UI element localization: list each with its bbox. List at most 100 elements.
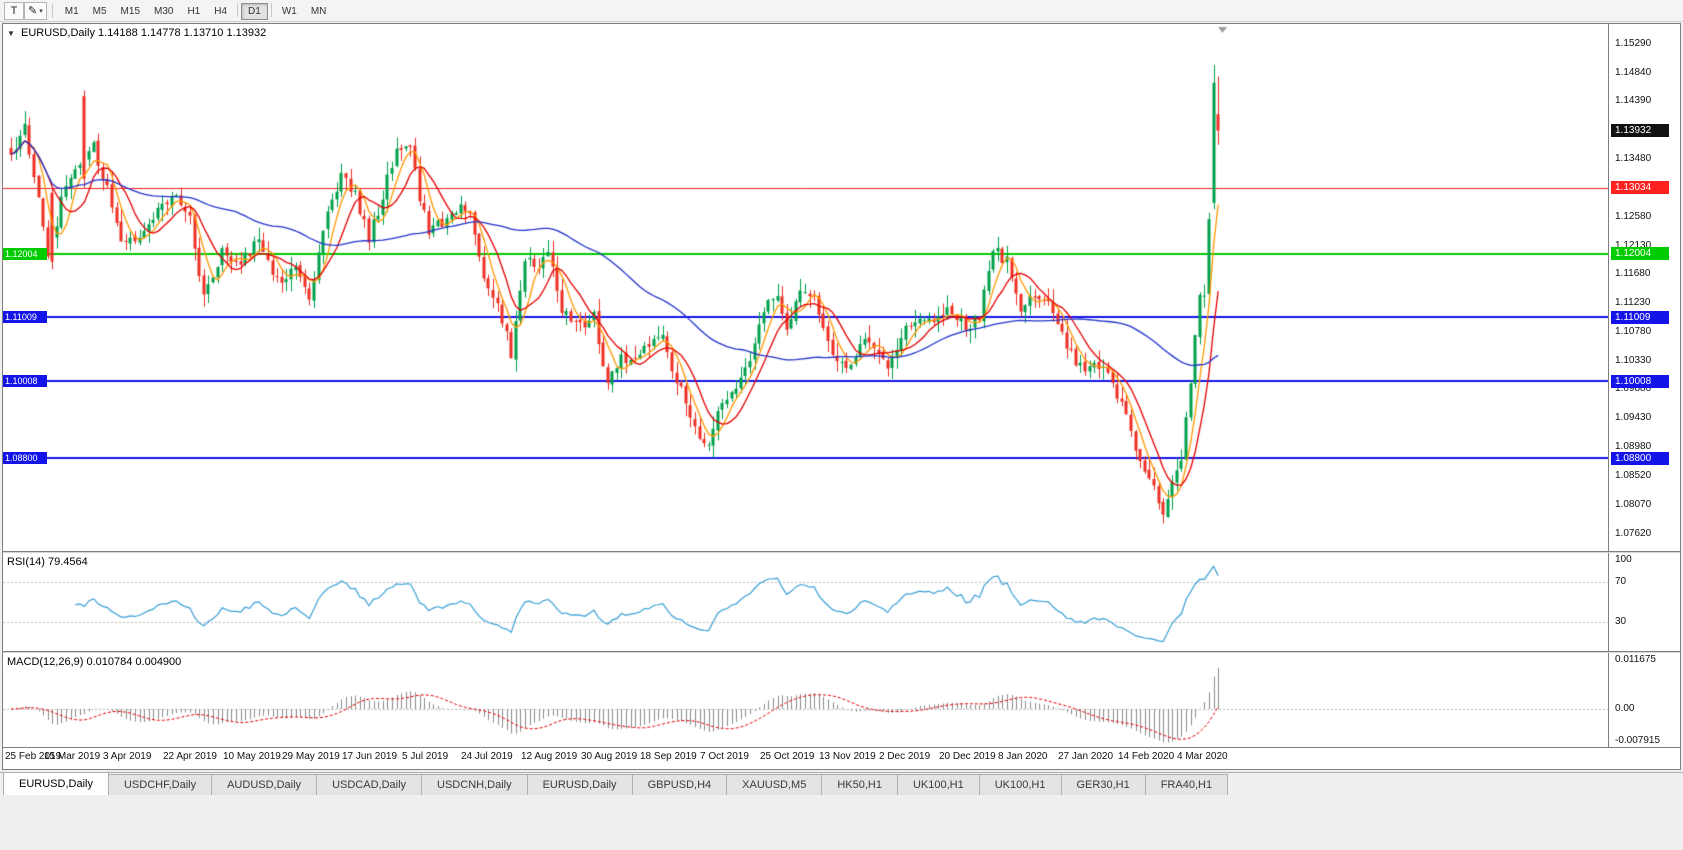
- dropdown-caret-icon: ▾: [39, 7, 43, 15]
- macd-axis-tick: 0.00: [1615, 703, 1635, 714]
- toolbar: T ✎ ▾ M1 M5 M15 M30 H1 H4 D1 W1 MN: [0, 0, 1683, 22]
- chart-tab-fra40-h1-12[interactable]: FRA40,H1: [1144, 774, 1229, 795]
- chart-tab-gbpusd-h4-6[interactable]: GBPUSD,H4: [631, 774, 728, 795]
- panel-splitter[interactable]: [3, 551, 1680, 553]
- date-label: 13 Nov 2019: [819, 751, 876, 762]
- macd-label: MACD(12,26,9) 0.010784 0.004900: [7, 656, 182, 668]
- timeframe-button-h4[interactable]: H4: [207, 3, 234, 20]
- chart-tab-eurusd-daily-5[interactable]: EURUSD,Daily: [526, 774, 633, 795]
- tool-button-group: T ✎ ▾: [4, 1, 47, 20]
- hline-left-badge: 1.11009: [3, 311, 47, 323]
- timeframe-button-m1[interactable]: M1: [58, 3, 86, 20]
- chart-tab-usdcnh-daily-4[interactable]: USDCNH,Daily: [421, 774, 528, 795]
- date-label: 2 Dec 2019: [879, 751, 931, 762]
- timeframe-button-m5[interactable]: M5: [86, 3, 114, 20]
- hline-left-badge: 1.10008: [3, 375, 47, 387]
- time-axis-line: [3, 747, 1680, 748]
- price-axis-tick: 1.11680: [1615, 268, 1651, 279]
- rsi-axis-tick: 100: [1615, 554, 1632, 565]
- date-label: 5 Jul 2019: [402, 751, 449, 762]
- timeframe-button-mn[interactable]: MN: [304, 3, 334, 20]
- rsi-axis-tick: 30: [1615, 616, 1627, 627]
- symbol-label: EURUSD,Daily: [20, 27, 95, 39]
- price-axis-tick: 1.09880: [1615, 383, 1652, 394]
- timeframe-button-h1[interactable]: H1: [180, 3, 207, 20]
- ohlc-values: 1.14188 1.14778 1.13710 1.13932: [98, 27, 267, 39]
- hline-left-badge: 1.08800: [3, 452, 47, 464]
- price-axis-tick: 1.08520: [1615, 470, 1652, 481]
- price-axis-tick: 1.08980: [1615, 441, 1652, 452]
- price-axis-tick: 1.09430: [1615, 412, 1652, 423]
- date-label: 15 Mar 2019: [44, 751, 101, 762]
- macd-axis-tick: 0.011675: [1615, 654, 1656, 665]
- chart-tab-bar: EURUSD,Daily USDCHF,Daily AUDUSD,Daily USDC…: [0, 772, 1683, 795]
- price-axis-tick: 1.13480: [1615, 153, 1652, 164]
- quote-collapse-icon: ▼: [7, 29, 15, 38]
- timeframe-button-m30[interactable]: M30: [147, 3, 180, 20]
- chart-tab-uk100-h1-10[interactable]: UK100,H1: [978, 774, 1062, 795]
- chart-window: ▼ EURUSD,Daily 1.14188 1.14778 1.13710 1…: [2, 23, 1681, 770]
- hline-left-badge: 1.12004: [3, 248, 47, 260]
- date-label: 30 Aug 2019: [581, 751, 638, 762]
- price-axis-tick: 1.10780: [1615, 326, 1652, 337]
- date-label: 22 Apr 2019: [163, 751, 217, 762]
- timeframe-button-m15[interactable]: M15: [114, 3, 147, 20]
- price-axis-tick: 1.08070: [1615, 499, 1652, 510]
- hline-price-badge: 1.12004: [1611, 247, 1669, 260]
- price-axis-tick: 1.14840: [1615, 67, 1652, 78]
- price-chart-canvas[interactable]: [3, 24, 1608, 551]
- chart-tab-usdcad-daily-3[interactable]: USDCAD,Daily: [316, 774, 423, 795]
- date-label: 20 Dec 2019: [939, 751, 996, 762]
- drawing-tool-button[interactable]: ✎ ▾: [24, 1, 47, 20]
- chart-tab-eurusd-daily-0[interactable]: EURUSD,Daily: [3, 772, 109, 795]
- date-label: 10 May 2019: [223, 751, 281, 762]
- rsi-canvas[interactable]: [3, 553, 1608, 651]
- date-label: 25 Feb 2019: [5, 751, 62, 762]
- price-axis-tick: 1.10330: [1615, 355, 1652, 366]
- date-label: 7 Oct 2019: [700, 751, 749, 762]
- price-axis-tick: 1.11230: [1615, 297, 1651, 308]
- drawing-tool-icon: ✎: [28, 5, 38, 17]
- symbol-ohlc-label: ▼ EURUSD,Daily 1.14188 1.14778 1.13710 1…: [7, 27, 266, 39]
- hline-price-badge: 1.08800: [1611, 452, 1669, 465]
- price-axis-line: [1608, 24, 1609, 748]
- date-label: 17 Jun 2019: [342, 751, 398, 762]
- chart-tab-usdchf-daily-1[interactable]: USDCHF,Daily: [107, 774, 213, 795]
- date-label: 3 Apr 2019: [103, 751, 152, 762]
- toolbar-separator: [237, 2, 239, 17]
- macd-axis-tick: -0.007915: [1615, 735, 1661, 746]
- chart-tab-ger30-h1-11[interactable]: GER30,H1: [1060, 774, 1146, 795]
- price-axis-tick: 1.15290: [1615, 38, 1652, 49]
- text-tool-button[interactable]: T: [4, 2, 24, 20]
- chart-tab-uk100-h1-9[interactable]: UK100,H1: [896, 774, 980, 795]
- hline-price-badge: 1.13034: [1611, 181, 1669, 194]
- date-label: 24 Jul 2019: [461, 751, 513, 762]
- rsi-label: RSI(14) 79.4564: [7, 556, 88, 568]
- price-axis-tick: 1.12580: [1615, 211, 1652, 222]
- date-label: 12 Aug 2019: [521, 751, 578, 762]
- rsi-axis-tick: 70: [1615, 576, 1627, 587]
- price-axis-tick: 1.14390: [1615, 95, 1652, 106]
- hline-price-badge: 1.11009: [1611, 311, 1669, 324]
- date-label: 18 Sep 2019: [640, 751, 697, 762]
- timeframe-button-d1[interactable]: D1: [241, 3, 268, 20]
- timeframe-group: M1 M5 M15 M30 H1 H4 D1 W1 MN: [58, 1, 334, 20]
- date-label: 29 May 2019: [282, 751, 340, 762]
- date-label: 14 Feb 2020: [1118, 751, 1175, 762]
- hline-price-badge: 1.10008: [1611, 375, 1669, 388]
- price-axis-tick: 1.12130: [1615, 240, 1652, 251]
- chart-tab-audusd-daily-2[interactable]: AUDUSD,Daily: [211, 774, 318, 795]
- date-label: 8 Jan 2020: [998, 751, 1048, 762]
- toolbar-separator: [270, 2, 272, 17]
- date-label: 27 Jan 2020: [1058, 751, 1114, 762]
- chart-tab-xauusd-m5-7[interactable]: XAUUSD,M5: [726, 774, 823, 795]
- chart-tab-hk50-h1-8[interactable]: HK50,H1: [821, 774, 898, 795]
- macd-canvas[interactable]: [3, 653, 1608, 747]
- chart-area: ▼ EURUSD,Daily 1.14188 1.14778 1.13710 1…: [3, 24, 1680, 769]
- toolbar-separator: [51, 3, 53, 18]
- timeframe-button-w1[interactable]: W1: [275, 3, 304, 20]
- panel-splitter[interactable]: [3, 651, 1680, 653]
- price-axis-tick: 1.07620: [1615, 528, 1652, 539]
- current-price-badge: 1.13932: [1611, 124, 1669, 137]
- text-tool-icon: T: [10, 5, 18, 17]
